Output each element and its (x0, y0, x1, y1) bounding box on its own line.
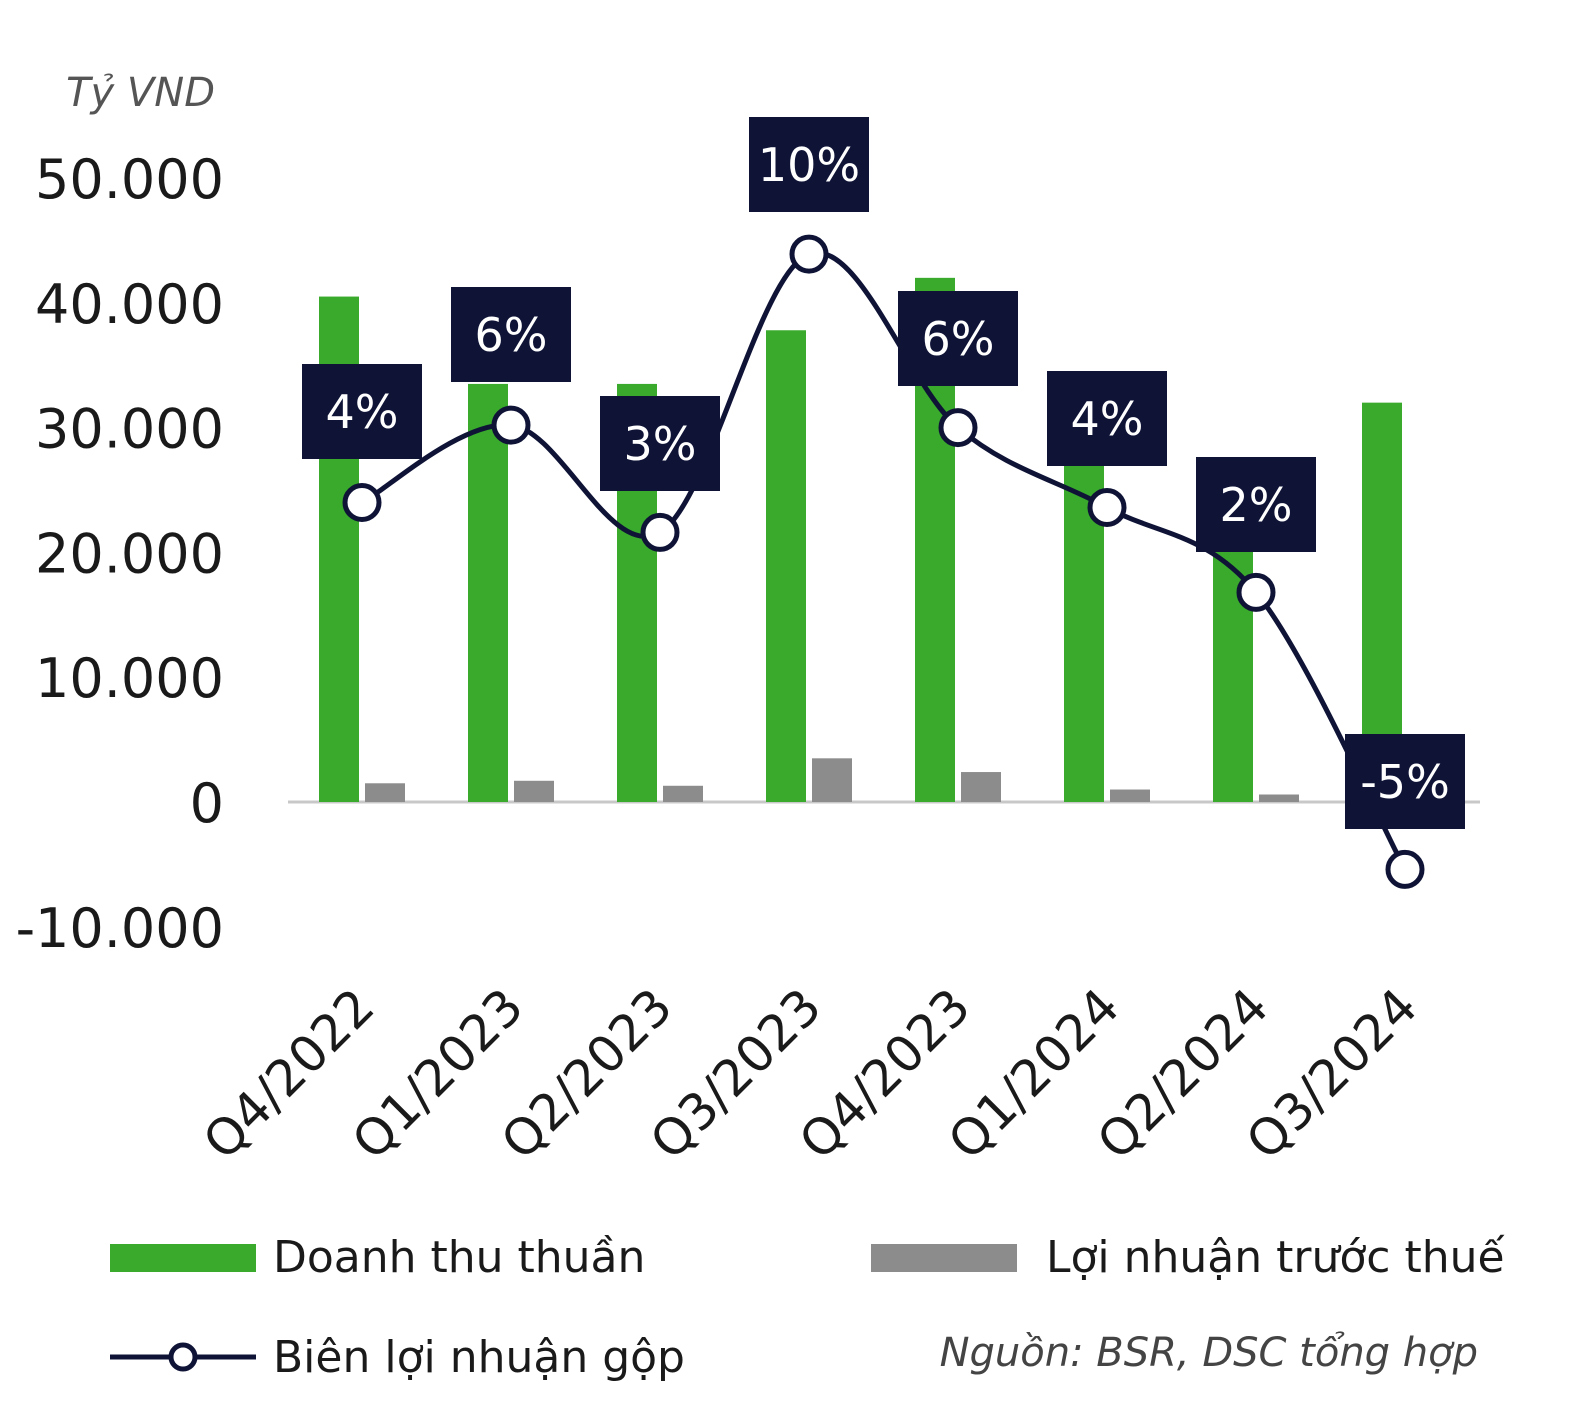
y-tick-label: 30.000 (35, 398, 224, 461)
y-tick-label: 10.000 (35, 647, 224, 710)
y-tick-label: 20.000 (35, 522, 224, 585)
margin-label-box (600, 396, 720, 491)
y-tick-label: -10.000 (16, 897, 224, 960)
y-axis-unit: Tỷ VND (66, 70, 215, 116)
margin-label-box (1345, 734, 1465, 829)
margin-label: 2% (1220, 478, 1293, 532)
margin-label: 6% (475, 308, 548, 362)
pretax-profit-bar (1259, 794, 1299, 802)
y-tick-label: 40.000 (35, 273, 224, 336)
pretax-profit-bar (365, 783, 405, 802)
x-axis-labels: Q4/2022Q1/2023Q2/2023Q3/2023Q4/2023Q1/20… (192, 977, 1428, 1170)
margin-marker (789, 234, 829, 274)
margin-marker (491, 405, 531, 445)
legend-pretax-label: Lợi nhuận trước thuế (1046, 1232, 1505, 1283)
pretax-profit-bar (961, 772, 1001, 802)
legend-margin-label: Biên lợi nhuận gộp (273, 1332, 685, 1383)
pretax-profit-bar (812, 758, 852, 802)
source-note: Nguồn: BSR, DSC tổng hợp (940, 1330, 1478, 1376)
margin-label-box (898, 291, 1018, 386)
revenue-bar (766, 330, 806, 802)
margin-label: 6% (922, 312, 995, 366)
margin-label-box (1047, 371, 1167, 466)
pretax-profit-bar (514, 780, 554, 802)
margin-marker (342, 482, 382, 522)
margin-marker (938, 408, 978, 448)
margin-label-box (451, 287, 571, 382)
y-tick-label: 0 (190, 772, 224, 835)
legend-pretax-swatch (871, 1244, 1017, 1272)
margin-marker (1236, 572, 1276, 612)
legend-revenue-label: Doanh thu thuần (273, 1232, 645, 1283)
margin-marker (640, 512, 680, 552)
margin-label: -5% (1360, 755, 1450, 809)
margin-label: 4% (1071, 392, 1144, 446)
margin-line-layer: 4% 6% 3% 10% 6% 4% 2% -5% (302, 117, 1465, 889)
margin-label: 4% (326, 385, 399, 439)
revenue-bar (1213, 521, 1253, 802)
legend: Doanh thu thuần Lợi nhuận trước thuế Biên … (110, 1232, 1505, 1383)
pretax-profit-bar (1110, 789, 1150, 802)
pretax-profit-bar (663, 785, 703, 802)
margin-label-box (749, 117, 869, 212)
margin-label: 3% (624, 417, 697, 471)
margin-label: 10% (758, 138, 860, 192)
y-axis-ticks: 50.000 40.000 30.000 20.000 10.000 0 -10.000 (16, 148, 224, 960)
legend-revenue-swatch (110, 1244, 256, 1272)
margin-marker (1385, 849, 1425, 889)
legend-margin-marker (168, 1342, 198, 1372)
margin-label-box (1196, 457, 1316, 552)
revenue-bar (468, 383, 508, 802)
y-tick-label: 50.000 (35, 148, 224, 211)
margin-marker (1087, 487, 1127, 527)
margin-label-box (302, 364, 422, 459)
